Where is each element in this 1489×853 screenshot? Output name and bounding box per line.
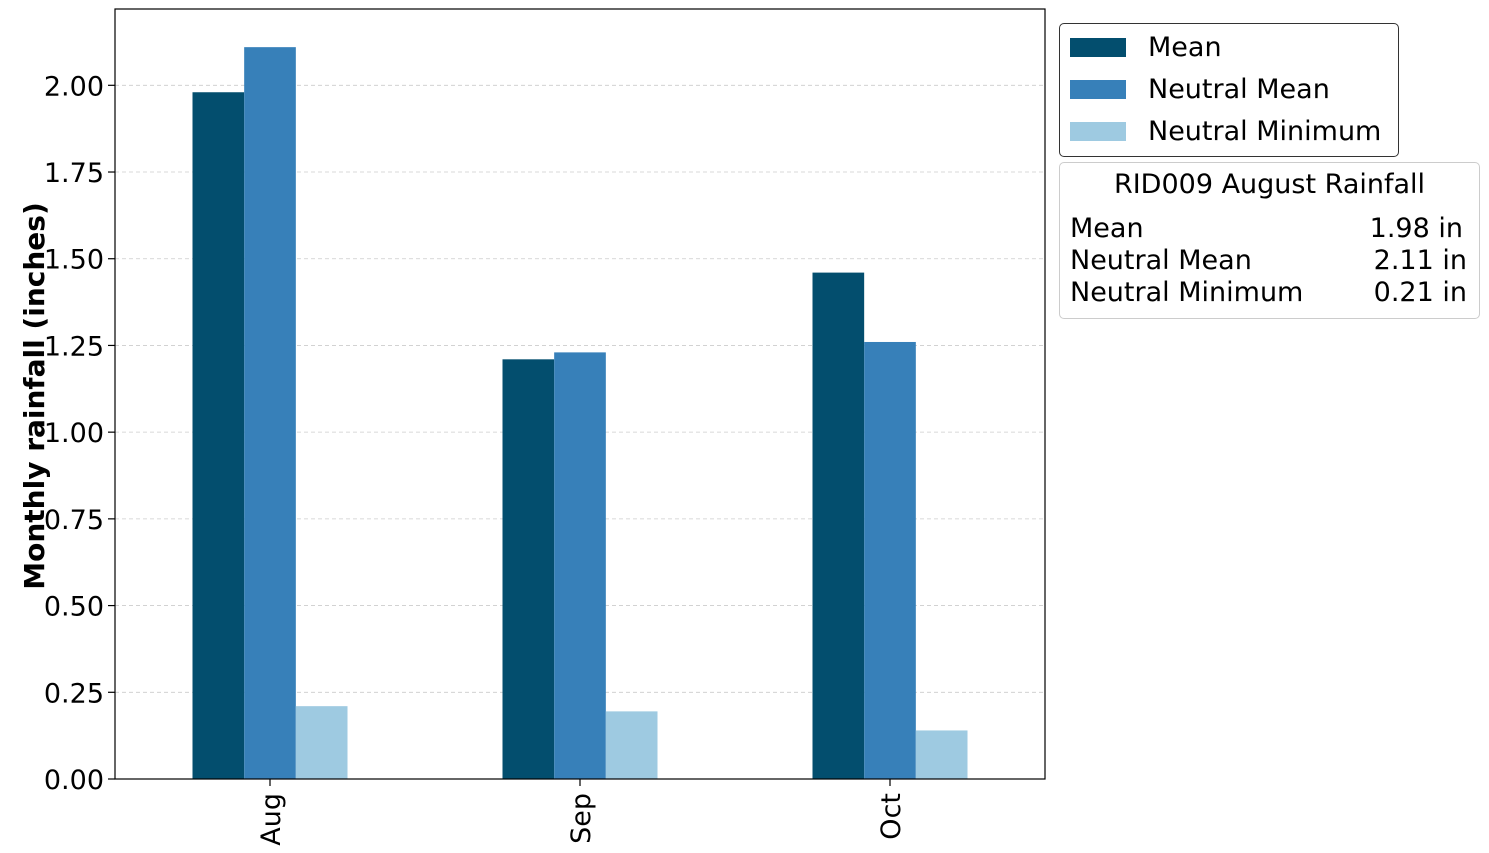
y-tick-label: 0.25 [44, 678, 104, 709]
legend-swatch-neutral-minimum [1070, 121, 1126, 141]
bar-neutral-mean-sep [554, 352, 606, 779]
y-tick-label: 1.25 [44, 331, 104, 362]
bar-neutral-minimum-sep [605, 711, 658, 779]
bar-neutral-minimum-oct [915, 730, 968, 779]
summary-label: Neutral Mean [1070, 245, 1252, 276]
legend-item-neutral-minimum: Neutral Minimum [1070, 113, 1381, 149]
y-tick-label: 0.00 [44, 765, 104, 796]
bar-neutral-minimum-aug [295, 706, 348, 779]
legend-label: Mean [1148, 31, 1222, 63]
y-tick-label: 2.00 [44, 71, 104, 102]
summary-label: Mean [1070, 213, 1144, 244]
x-axis-ticks: Aug Sep Oct [256, 779, 907, 846]
x-tick-label: Oct [876, 793, 907, 840]
bar-neutral-mean-oct [864, 341, 916, 779]
y-axis-label: Monthly rainfall (inches) [18, 202, 51, 590]
bar-mean-sep [502, 359, 555, 779]
legend-label: Neutral Mean [1148, 73, 1330, 105]
y-tick-label: 1.50 [44, 245, 104, 276]
x-tick-label: Aug [256, 793, 287, 846]
y-axis-ticks: 0.00 0.25 0.50 0.75 1.00 1.25 1.50 1.75 2.00 [44, 71, 115, 796]
summary-value: 1.98 in [1369, 213, 1463, 244]
legend-swatch-neutral-mean [1070, 79, 1126, 99]
y-tick-label: 1.00 [44, 418, 104, 449]
y-tick-label: 0.75 [44, 505, 104, 536]
legend-item-mean: Mean [1070, 29, 1222, 65]
summary-row-mean: Mean 1.98 in [1070, 213, 1467, 245]
bar-mean-oct [812, 272, 865, 779]
y-tick-label: 0.50 [44, 592, 104, 623]
bars [192, 47, 968, 780]
summary-value: 0.21 in [1373, 277, 1467, 308]
summary-title: RID009 August Rainfall [1113, 169, 1426, 200]
summary-label: Neutral Minimum [1070, 277, 1304, 308]
x-tick-label: Sep [566, 793, 597, 844]
bar-neutral-mean-aug [244, 47, 296, 780]
series-legend: Mean Neutral Mean Neutral Minimum [1059, 23, 1399, 157]
rainfall-summary-box: RID009 August Rainfall Mean 1.98 in Neut… [1059, 162, 1480, 319]
bar-mean-aug [192, 92, 245, 780]
legend-item-neutral-mean: Neutral Mean [1070, 71, 1330, 107]
legend-swatch-mean [1070, 37, 1126, 57]
summary-row-neutral-minimum: Neutral Minimum 0.21 in [1070, 277, 1467, 309]
y-tick-label: 1.75 [44, 158, 104, 189]
legend-label: Neutral Minimum [1148, 115, 1382, 147]
summary-row-neutral-mean: Neutral Mean 2.11 in [1070, 245, 1467, 277]
summary-value: 2.11 in [1373, 245, 1467, 276]
